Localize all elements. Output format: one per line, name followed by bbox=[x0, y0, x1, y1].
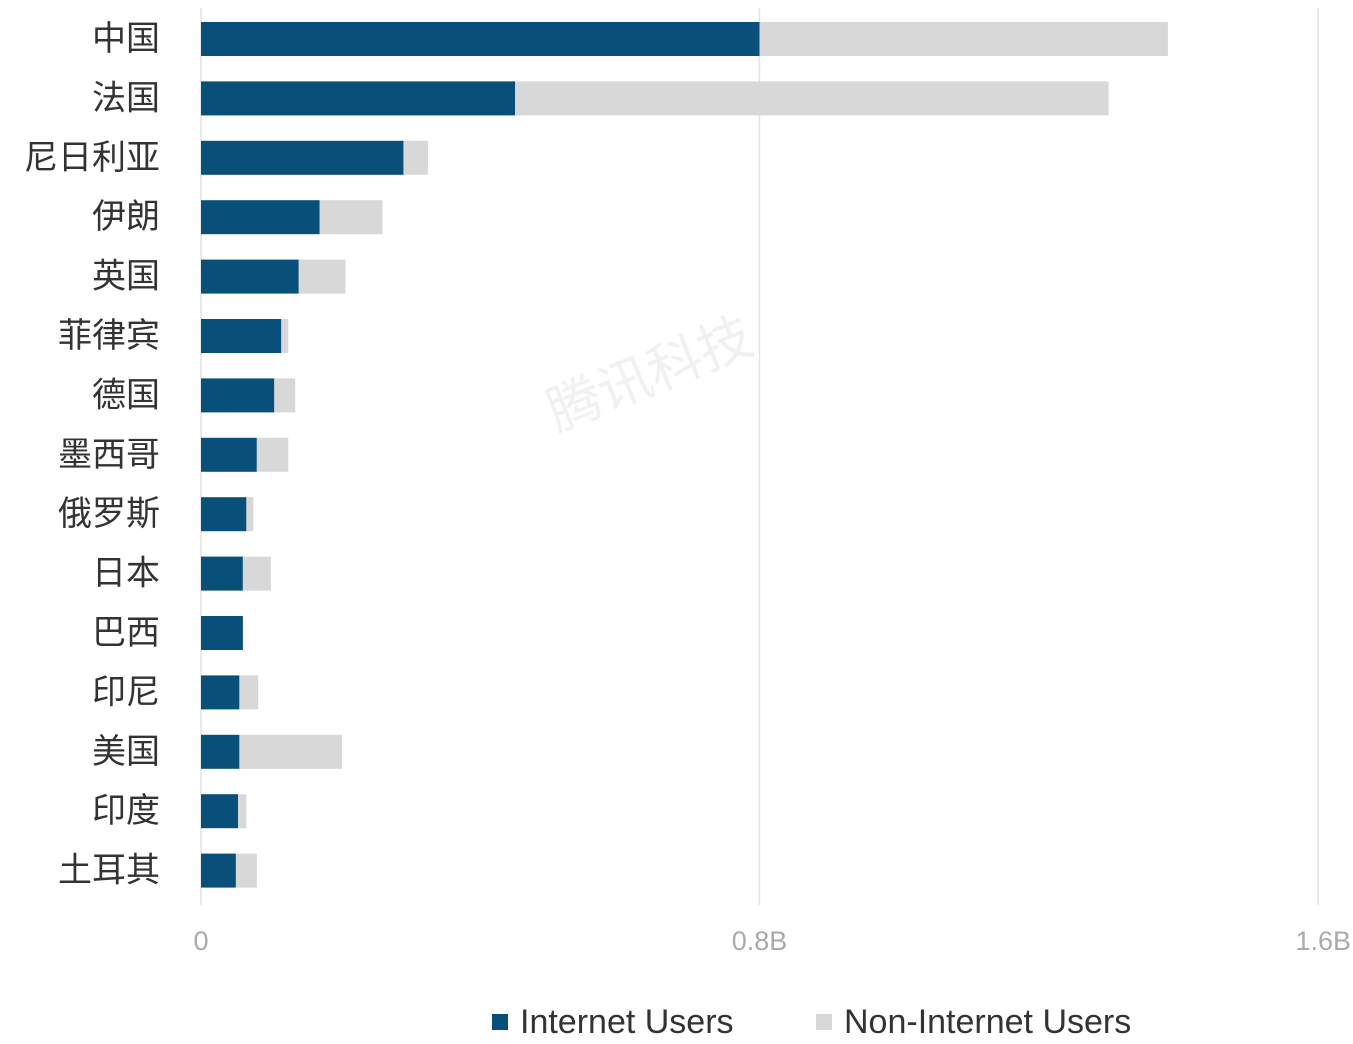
bar-internet-6 bbox=[201, 378, 275, 413]
category-label-8: 俄罗斯 bbox=[58, 494, 160, 534]
category-label-11: 印尼 bbox=[92, 672, 160, 712]
legend-item-internet-users: Internet Users bbox=[492, 1000, 734, 1044]
legend-label-internet-users: Internet Users bbox=[520, 1003, 734, 1041]
category-label-3: 伊朗 bbox=[92, 197, 160, 237]
bar-non-internet-13 bbox=[238, 794, 247, 829]
bar-internet-10 bbox=[201, 616, 243, 650]
bar-internet-13 bbox=[201, 794, 239, 829]
category-label-2: 尼日利亚 bbox=[24, 138, 160, 178]
legend-item-non-internet-users: Non-Internet Users bbox=[816, 1000, 1131, 1044]
bar-non-internet-4 bbox=[298, 259, 346, 294]
bar-internet-12 bbox=[201, 734, 240, 769]
category-label-10: 巴西 bbox=[92, 613, 160, 653]
legend-label-non-internet-users: Non-Internet Users bbox=[844, 1003, 1132, 1041]
bar-non-internet-2 bbox=[403, 140, 428, 175]
tick-label-1: 0.8B bbox=[732, 926, 788, 956]
bar-non-internet-3 bbox=[319, 200, 383, 235]
bar-internet-2 bbox=[201, 140, 404, 175]
bar-internet-7 bbox=[201, 437, 257, 472]
bar-non-internet-11 bbox=[239, 675, 259, 710]
bar-internet-9 bbox=[201, 556, 243, 591]
category-label-14: 土耳其 bbox=[58, 851, 160, 891]
bar-non-internet-1 bbox=[515, 81, 1109, 116]
tick-label-0: 0 bbox=[193, 926, 208, 956]
bar-internet-11 bbox=[201, 675, 240, 710]
category-label-6: 德国 bbox=[92, 375, 160, 415]
bars bbox=[201, 22, 1168, 888]
legend-swatch-non-internet-users bbox=[816, 1014, 832, 1030]
bar-internet-0 bbox=[201, 22, 760, 56]
category-label-5: 菲律宾 bbox=[58, 316, 160, 356]
category-label-1: 法国 bbox=[92, 78, 160, 118]
legend-swatch-internet-users bbox=[492, 1014, 508, 1030]
bar-non-internet-14 bbox=[235, 853, 257, 888]
bar-non-internet-0 bbox=[759, 22, 1168, 56]
category-label-12: 美国 bbox=[92, 732, 160, 772]
tick-labels: 0 0.8B 1.6B bbox=[193, 926, 1351, 956]
bar-non-internet-9 bbox=[242, 556, 271, 591]
bar-non-internet-6 bbox=[274, 378, 296, 413]
legend: Internet Users Non-Internet Users bbox=[0, 1000, 1353, 1044]
bar-internet-3 bbox=[201, 200, 320, 235]
category-label-7: 墨西哥 bbox=[58, 435, 160, 475]
category-label-4: 英国 bbox=[92, 257, 160, 297]
bar-non-internet-7 bbox=[256, 437, 289, 472]
bar-internet-1 bbox=[201, 81, 516, 116]
bar-non-internet-8 bbox=[246, 497, 254, 532]
bar-internet-5 bbox=[201, 319, 282, 353]
bar-non-internet-5 bbox=[281, 319, 289, 353]
category-label-0: 中国 bbox=[92, 19, 160, 59]
bar-internet-4 bbox=[201, 259, 299, 294]
bar-internet-8 bbox=[201, 497, 247, 532]
category-label-9: 日本 bbox=[92, 554, 160, 594]
category-label-13: 印度 bbox=[92, 791, 160, 831]
bar-non-internet-12 bbox=[239, 734, 343, 769]
tick-label-2: 1.6B bbox=[1295, 926, 1351, 956]
bar-internet-14 bbox=[201, 853, 236, 888]
